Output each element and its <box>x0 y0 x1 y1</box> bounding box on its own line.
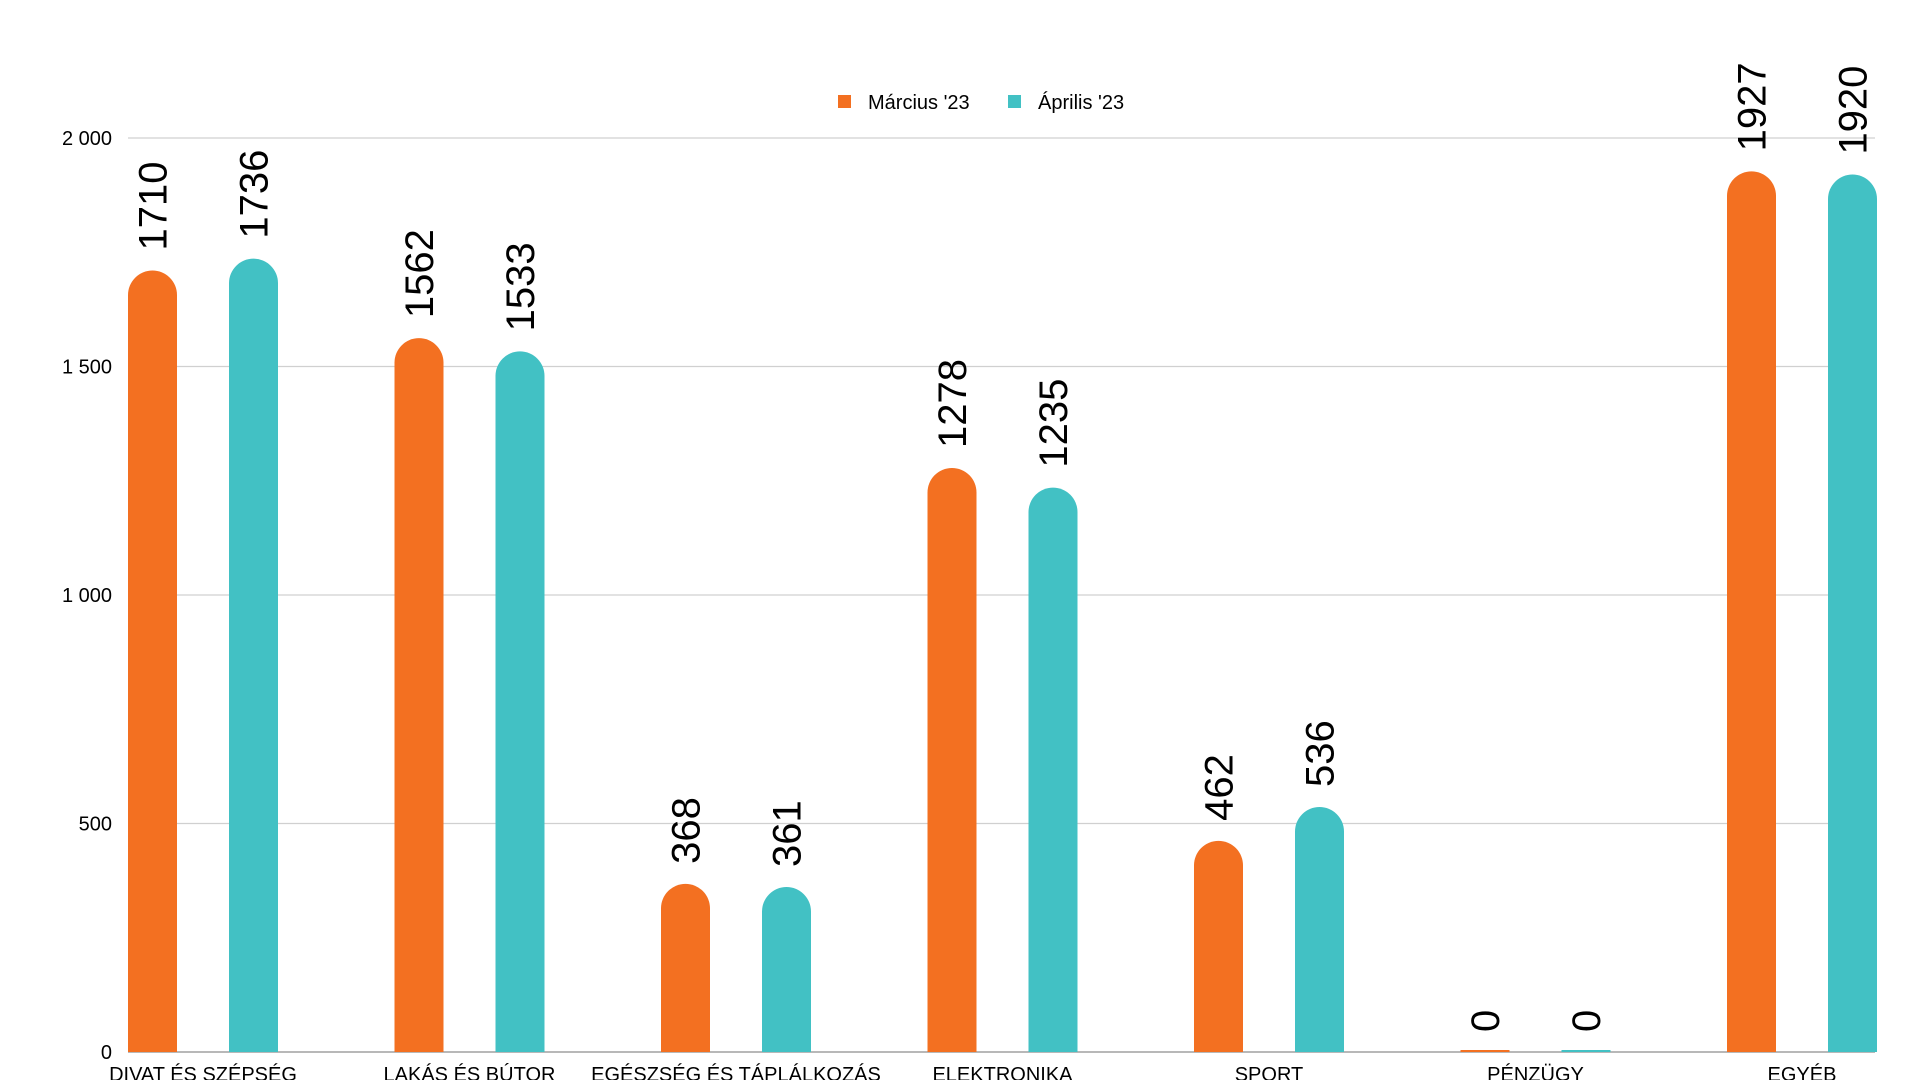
data-label: 1562 <box>398 229 442 318</box>
legend-swatch <box>1008 95 1021 108</box>
bar-marcius <box>661 883 710 1052</box>
data-label: 1710 <box>132 162 176 251</box>
bar-aprilis <box>1828 174 1877 1052</box>
legend-swatch <box>838 95 851 108</box>
data-label: 368 <box>665 797 709 864</box>
bar-marcius <box>128 270 177 1052</box>
legend-label: Április '23 <box>1038 91 1124 114</box>
bar-aprilis <box>495 351 545 1052</box>
bar-aprilis <box>1561 1050 1611 1052</box>
bar-marcius <box>927 467 977 1052</box>
data-label: 1278 <box>931 359 975 448</box>
x-category-label: SPORT <box>1235 1064 1304 1080</box>
bar-marcius <box>1194 840 1243 1052</box>
y-axis-ticks: 0 500 1 000 1 500 2 000 <box>62 128 112 1064</box>
gridlines <box>128 137 1875 1053</box>
y-tick-label: 1 000 <box>62 585 112 607</box>
bar-marcius <box>394 338 444 1052</box>
bar-aprilis <box>762 887 811 1052</box>
y-tick-label: 1 500 <box>62 357 112 379</box>
bar-marcius <box>1460 1050 1510 1052</box>
y-tick-label: 2 000 <box>62 128 112 150</box>
data-label: 1920 <box>1832 66 1876 155</box>
y-tick-label: 0 <box>101 1042 112 1064</box>
bar-marcius <box>1727 171 1776 1053</box>
x-category-label: EGÉSZSÉG ÉS TÁPLÁLKOZÁS <box>591 1063 881 1080</box>
x-axis-categories: DIVAT ÉS SZÉPSÉG LAKÁS ÉS BÚTOR EGÉSZSÉG É… <box>109 1063 1836 1080</box>
bar-aprilis <box>1295 807 1344 1052</box>
data-label: 1235 <box>1032 379 1076 468</box>
data-label: 462 <box>1198 754 1242 821</box>
data-labels: 1710 1736 1562 1533 368 361 1278 1235 462 536 0 0 19… <box>132 62 1876 1032</box>
legend: Március '23 Április '23 <box>838 91 1124 114</box>
x-category-label: ELEKTRONIKA <box>932 1064 1073 1080</box>
bar-aprilis <box>1028 487 1078 1052</box>
x-category-label: LAKÁS ÉS BÚTOR <box>384 1063 556 1080</box>
x-category-label: PÉNZÜGY <box>1487 1063 1584 1080</box>
data-label: 0 <box>1565 1010 1609 1032</box>
legend-item: Április '23 <box>1008 91 1124 114</box>
legend-item: Március '23 <box>838 92 970 114</box>
bar-aprilis <box>229 258 278 1052</box>
data-label: 0 <box>1464 1010 1508 1032</box>
data-label: 361 <box>766 800 810 867</box>
data-label: 536 <box>1299 720 1343 787</box>
y-tick-label: 500 <box>79 814 112 836</box>
x-category-label: DIVAT ÉS SZÉPSÉG <box>109 1063 297 1080</box>
data-label: 1736 <box>233 150 277 239</box>
data-label: 1533 <box>499 242 543 331</box>
bars <box>128 171 1877 1053</box>
legend-label: Március '23 <box>868 92 970 114</box>
data-label: 1927 <box>1731 62 1775 151</box>
x-category-label: EGYÉB <box>1768 1063 1837 1080</box>
